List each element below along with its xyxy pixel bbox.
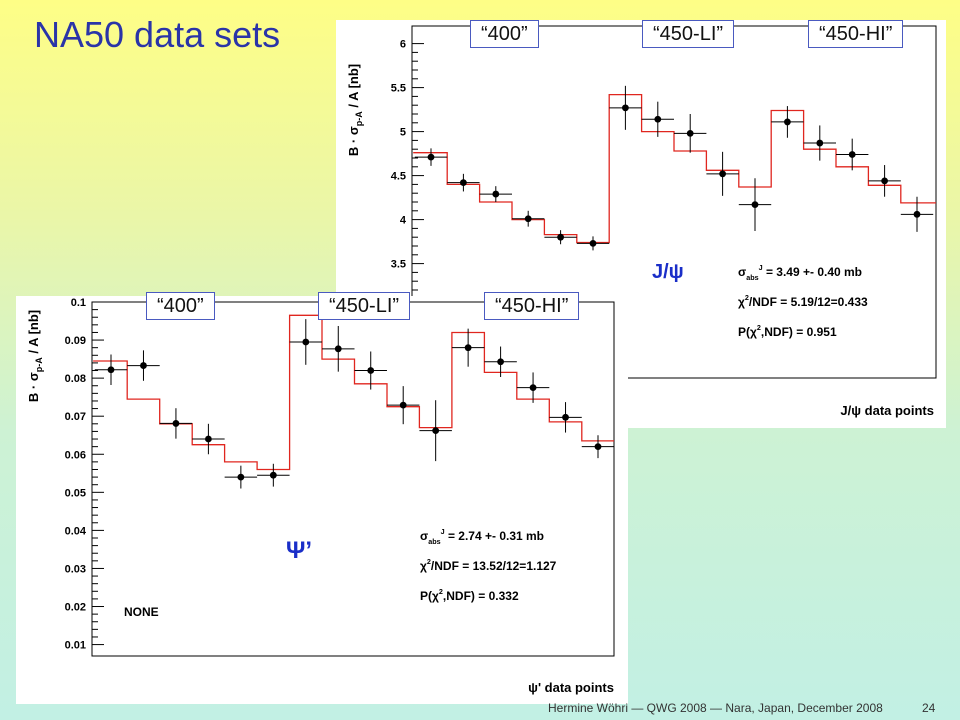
psiprime-data-point: [399, 401, 407, 409]
jpsi-ytick-label: 5: [400, 127, 406, 139]
jpsi-data-point: [913, 210, 921, 218]
jpsi-chart: 2.533.544.555.56B · σp-A / A [nb]J/ψ dat…: [346, 25, 937, 418]
jpsi-data-point: [686, 129, 694, 137]
jpsi-data-point: [492, 190, 500, 198]
jpsi-fit-line: [413, 93, 936, 244]
jpsi-data-point: [816, 139, 824, 147]
psiprime-data-point: [334, 345, 342, 353]
psiprime-data-point: [107, 366, 115, 374]
jpsi-tag-400: “400”: [470, 20, 539, 48]
psiprime-data-point: [205, 435, 212, 443]
psiprime-ytick-label: 0.05: [65, 487, 86, 499]
jpsi-annotation: χ2/NDF = 5.19/12=0.433: [738, 293, 868, 309]
psiprime-ylabel: B · σp-A / A [nb]: [26, 310, 44, 402]
psiprime-chart: 0.01 0.02 0.03 0.04 0.05 0.06 0.07 0.08 0.09 0.1 B…: [26, 297, 615, 695]
psiprime-ytick-label: 0.07: [65, 411, 86, 423]
psiprime-data-point: [172, 420, 180, 427]
jpsi-ytick-label: 4.5: [391, 171, 406, 183]
jpsi-xlabel: J/ψ data points: [840, 403, 934, 418]
jpsi-tag-450-li: “450-LI”: [642, 20, 735, 48]
psiprime-ytick-label: 0.09: [65, 335, 86, 347]
psiprime-data-point: [464, 344, 472, 352]
psiprime-note: NONE: [124, 605, 159, 619]
psiprime-data-point: [594, 443, 602, 451]
psiprime-chart-panel: 0.01 0.02 0.03 0.04 0.05 0.06 0.07 0.08 0.09 0.1 B…: [16, 296, 628, 704]
jpsi-data-point: [848, 151, 856, 158]
psiprime-annotation: P(χ2,NDF) = 0.332: [420, 587, 519, 603]
psiprime-tag-450-hi: “450-HI”: [484, 292, 580, 320]
jpsi-data-point: [557, 233, 564, 241]
psiprime-data-point: [562, 413, 569, 421]
jpsi-data-point: [784, 118, 791, 126]
jpsi-tag-450-hi: “450-HI”: [808, 20, 904, 48]
jpsi-ylabel-group: B · σp-A / A [nb]: [346, 64, 364, 156]
psiprime-ytick-label: 0.02: [65, 602, 86, 614]
jpsi-annotation: P(χ2,NDF) = 0.951: [738, 323, 837, 339]
jpsi-data-point: [589, 239, 597, 247]
psiprime-data-point: [529, 384, 537, 392]
jpsi-annotation: σabsJ = 3.49 +- 0.40 mb: [738, 263, 862, 282]
psiprime-ytick-label: 0.03: [65, 563, 86, 575]
psiprime-annotation: σabsJ = 2.74 +- 0.31 mb: [420, 527, 544, 546]
jpsi-data-point: [460, 179, 467, 187]
psiprime-ytick-label: 0.1: [71, 297, 86, 309]
jpsi-data-point: [719, 170, 726, 178]
psiprime-data-point: [497, 358, 504, 366]
psiprime-ytick-label: 0.08: [65, 373, 86, 385]
jpsi-ytick-label: 6: [400, 39, 406, 51]
footer-text: Hermine Wöhri — QWG 2008 — Nara, Japan, …: [548, 701, 883, 715]
jpsi-ytick-label: 4: [400, 215, 407, 227]
jpsi-ytick-label: 3.5: [391, 259, 406, 271]
jpsi-ylabel: B · σp-A / A [nb]: [346, 64, 364, 156]
psiprime-data-point: [302, 338, 310, 346]
jpsi-data-point: [654, 115, 662, 123]
psiprime-ytick-label: 0.06: [65, 449, 86, 461]
psiprime-annotation: χ2/NDF = 13.52/12=1.127: [420, 557, 557, 573]
psiprime-plot-frame: [91, 301, 615, 657]
slide-title: NA50 data sets: [34, 14, 281, 55]
jpsi-data-point: [427, 153, 435, 161]
psiprime-particle-label: Ψ’: [286, 537, 312, 564]
jpsi-data-point: [881, 177, 888, 185]
psiprime-tag-450-li: “450-LI”: [318, 292, 411, 320]
psiprime-ytick-label: 0.04: [65, 525, 87, 537]
psiprime-data-point: [140, 362, 147, 369]
psiprime-xlabel: ψ' data points: [528, 680, 614, 695]
psiprime-data-point: [432, 427, 440, 435]
jpsi-ytick-label: 5.5: [391, 83, 406, 95]
psiprime-fit-line: [93, 314, 614, 471]
psiprime-data-point: [237, 473, 245, 481]
psiprime-ylabel-group: B · σp-A / A [nb]: [26, 310, 44, 402]
psiprime-data-point: [269, 471, 277, 479]
jpsi-particle-label: J/ψ: [652, 261, 684, 283]
psiprime-tag-400: “400”: [146, 292, 215, 320]
page-number: 24: [922, 701, 936, 715]
jpsi-data-point: [524, 215, 532, 223]
psiprime-data-point: [367, 367, 375, 374]
jpsi-data-point: [622, 104, 629, 112]
psiprime-ytick-label: 0.01: [65, 640, 86, 652]
jpsi-data-point: [751, 201, 759, 209]
